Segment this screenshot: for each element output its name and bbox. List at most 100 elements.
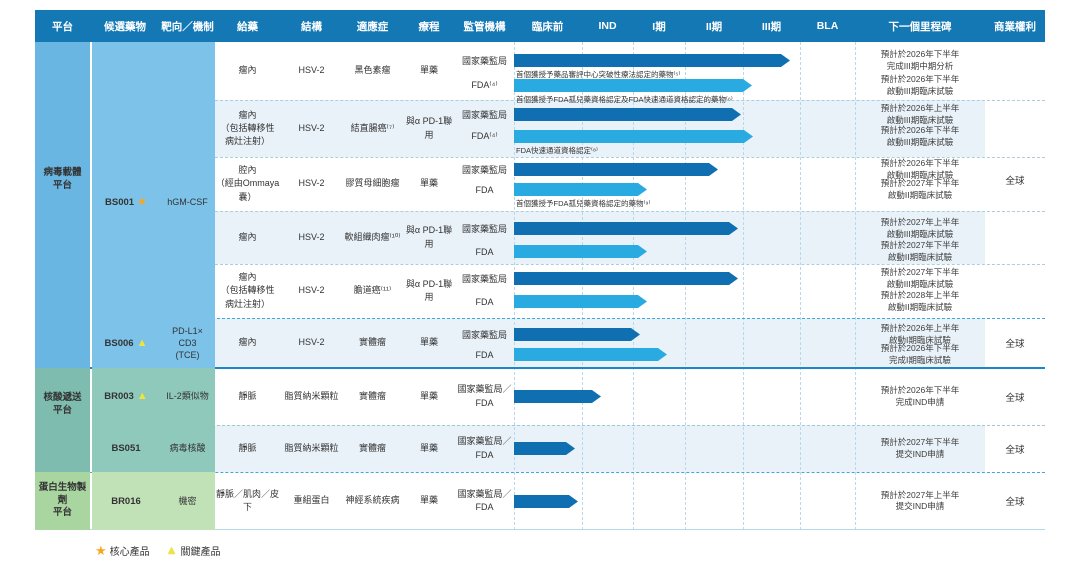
header-bar — [35, 10, 1045, 42]
cell-structure: HSV-2 — [298, 231, 325, 242]
cell-agency: FDA⁽⁴⁾ — [471, 131, 498, 141]
phase-gridline — [514, 42, 515, 530]
section-separator — [35, 367, 1045, 369]
cell-agency: FDA — [475, 184, 494, 195]
row-separator — [215, 157, 1045, 158]
legend-core-label: 核心產品 — [109, 546, 150, 558]
header-phase2: II期 — [705, 20, 723, 33]
candidate-separator — [92, 318, 1045, 319]
table-bottom-line — [35, 529, 1045, 530]
progress-bar-dark — [514, 272, 738, 285]
header-phase1: I期 — [652, 20, 666, 33]
row-separator — [215, 100, 1045, 101]
platform-block — [35, 472, 90, 530]
milestone-text: 預計於2026年上半年 啟動I期臨床試驗 — [880, 323, 960, 345]
cell-agency: FDA — [475, 246, 494, 257]
progress-bar-dark — [514, 222, 738, 235]
milestone-text: 預計於2026年下半年 完成IND申請 — [880, 385, 960, 407]
cell-agency: 國家藥監局 — [461, 224, 507, 234]
progress-bar-light — [514, 348, 667, 361]
progress-bar-dark — [514, 108, 741, 121]
cell-structure: HSV-2 — [298, 65, 325, 76]
commercial-rights: 全球 — [1005, 392, 1025, 404]
cell-structure: 重組蛋白 — [293, 495, 330, 506]
cell-administration: 瘤內 — [238, 65, 257, 76]
progress-bar-light — [514, 245, 647, 258]
progress-bar-light — [514, 183, 647, 196]
candidate-id-bs001: BS001 ★ — [92, 194, 160, 210]
header-phase3: III期 — [761, 20, 782, 33]
commercial-rights: 全球 — [1005, 444, 1025, 456]
row-alt-bg — [215, 425, 985, 472]
candidate-label: BR016 — [111, 495, 141, 507]
header-target: 靶向／機制 — [161, 20, 214, 33]
cell-agency: 國家藥監局 — [461, 56, 507, 66]
milestone-text: 預計於2028年上半年 啟動II期臨床試驗 — [880, 290, 960, 312]
cell-indication: 軟組織肉瘤⁽¹⁰⁾ — [344, 231, 401, 242]
milestone-text: 預計於2027年下半年 啟動II期臨床試驗 — [880, 240, 960, 262]
cell-regimen: 單藥 — [419, 178, 438, 189]
progress-bar-dark — [514, 54, 790, 67]
milestone-text: 預計於2027年下半年 啟動II期臨床試驗 — [880, 178, 960, 200]
candidate-id-bs006: BS006 ▲ — [92, 335, 160, 351]
cell-regimen: 與α PD-1聯用 — [405, 225, 453, 249]
progress-bar-dark — [514, 390, 601, 403]
header-indication: 適應症 — [356, 20, 389, 33]
cell-agency: 國家藥監局 — [461, 165, 507, 175]
milestone-text: 預計於2027年下半年 啟動III期臨床試驗 — [880, 267, 960, 289]
cell-administration: 瘤內 — [238, 337, 257, 348]
progress-bar-dark — [514, 328, 640, 341]
cell-regimen: 單藥 — [419, 442, 438, 453]
candidate-label: BS001 — [105, 196, 135, 208]
milestone-text: 預計於2026年下半年 完成III期中期分析 — [880, 49, 960, 71]
cell-indication: 實體瘤 — [358, 390, 386, 401]
cell-regimen: 單藥 — [419, 390, 438, 401]
candidate-block — [92, 368, 215, 425]
bar-annotation: FDA快速通道資格認定⁽⁸⁾ — [516, 145, 598, 155]
header-preclinical: 臨床前 — [531, 20, 564, 33]
commercial-rights: 全球 — [1005, 339, 1025, 350]
progress-bar-light — [514, 130, 753, 143]
candidate-block — [92, 472, 215, 530]
cell-administration: 腔內 （經由Ommaya囊） — [215, 165, 280, 202]
cell-administration: 靜脈 — [238, 442, 257, 453]
cell-structure: HSV-2 — [298, 178, 325, 189]
milestone-text: 預計於2026年下半年 啟動III期臨床試驗 — [880, 74, 960, 96]
progress-bar-dark — [514, 495, 578, 508]
cell-structure: 脂質納米顆粒 — [284, 442, 339, 453]
milestone-text: 預計於2026年下半年 啟動III期臨床試驗 — [880, 158, 960, 180]
phase-gridline — [582, 42, 583, 530]
milestone-text: 預計於2026年下半年 啟動III期臨床試驗 — [880, 125, 960, 147]
phase-gridline — [633, 42, 634, 530]
candidate-target: hGM-CSF — [167, 196, 208, 207]
candidate-id-bs051: BS051 — [92, 441, 160, 457]
header-structure: 結構 — [301, 20, 322, 33]
cell-structure: HSV-2 — [298, 337, 325, 348]
platform-label: 蛋白生物製劑 平台 — [38, 481, 87, 519]
cell-indication: 神經系統疾病 — [345, 495, 400, 506]
cell-indication: 實體瘤 — [358, 337, 386, 348]
cell-agency: 國家藥監局／ FDA — [457, 384, 512, 408]
candidate-target: 病毒核酸 — [169, 443, 206, 454]
cell-indication: 黑色素瘤 — [354, 65, 391, 76]
cell-agency: FDA — [475, 349, 494, 360]
cell-administration: 瘤內 — [238, 231, 257, 242]
legend-core-product: ★ 核心產品 — [95, 543, 150, 558]
cell-structure: HSV-2 — [298, 285, 325, 296]
phase-gridline — [800, 42, 801, 530]
commercial-rights: 全球 — [1005, 497, 1025, 508]
header-platform: 平台 — [52, 20, 73, 33]
candidate-label: BS051 — [111, 443, 141, 454]
cell-agency: 國家藥監局／ FDA — [457, 436, 512, 460]
cell-administration: 靜脈 — [238, 390, 257, 401]
cell-agency: 國家藥監局／ FDA — [457, 488, 512, 512]
cell-regimen: 單藥 — [419, 495, 438, 506]
star-icon: ★ — [137, 195, 147, 208]
cell-regimen: 單藥 — [419, 65, 438, 76]
cell-administration: 瘤內 （包括轉移性 病灶注射） — [220, 109, 275, 147]
progress-bar-dark — [514, 163, 718, 176]
phase-gridline — [685, 42, 686, 530]
legend-key-label: 關鍵產品 — [180, 546, 221, 558]
milestone-text: 預計於2027年上半年 啟動III期臨床試驗 — [880, 217, 960, 239]
milestone-text: 預計於2027年下半年 提交IND申請 — [880, 437, 960, 459]
